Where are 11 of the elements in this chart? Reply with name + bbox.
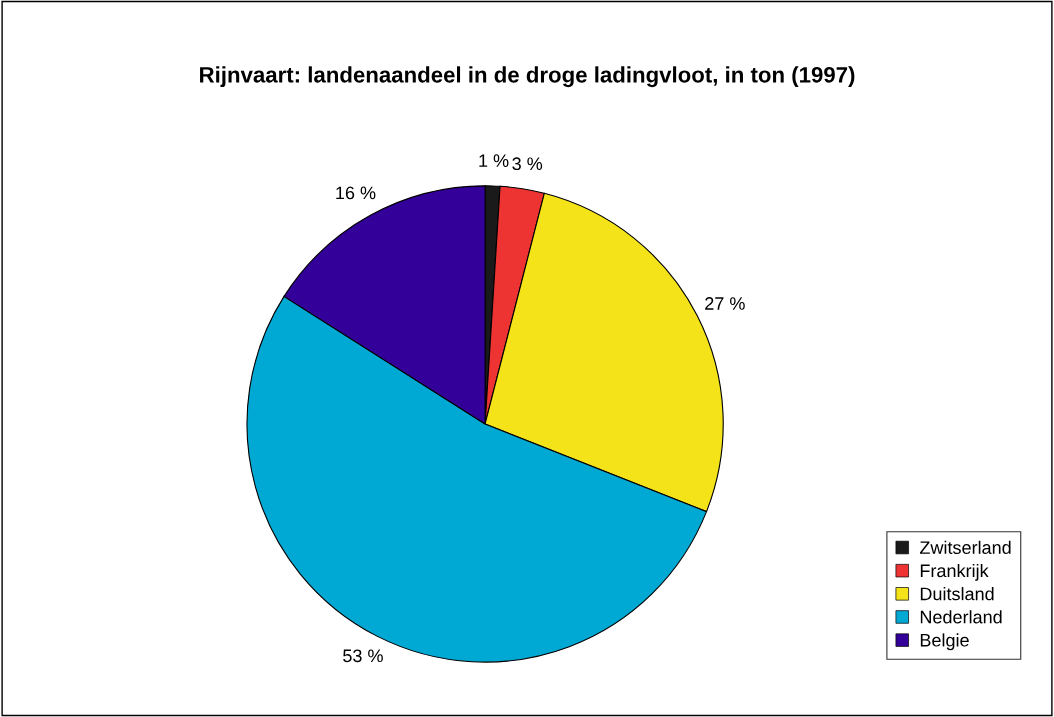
chart-title: Rijnvaart: landenaandeel in de droge ladingvloot, in ton (1997): [200, 66, 855, 88]
data-label: 27 %: [705, 297, 745, 310]
legend-label: Duitsland: [920, 587, 994, 601]
legend-label: Nederland: [920, 610, 1002, 624]
data-label: 16 %: [336, 186, 376, 200]
data-label: 3 %: [512, 157, 543, 171]
legend-label: Zwitserland: [919, 540, 1011, 555]
legend-label: Belgie: [920, 633, 969, 651]
legend-label: Frankrijk: [920, 563, 989, 581]
data-label: 53 %: [343, 649, 383, 663]
data-label: 1 %: [479, 154, 509, 167]
